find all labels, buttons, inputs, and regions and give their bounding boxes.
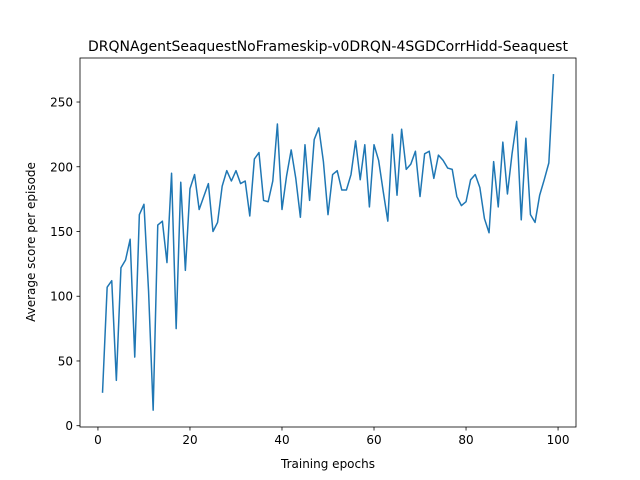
x-tick-label: 80 <box>458 433 473 447</box>
x-tick-label: 100 <box>547 433 570 447</box>
x-tick-label: 20 <box>182 433 197 447</box>
y-tick-label: 200 <box>50 160 73 174</box>
x-axis-label: Training epochs <box>280 457 375 471</box>
y-tick-label: 150 <box>50 225 73 239</box>
axes-frame <box>79 57 577 428</box>
x-tick-label: 0 <box>94 433 102 447</box>
x-tick-label: 60 <box>366 433 381 447</box>
y-tick-label: 100 <box>50 290 73 304</box>
y-axis-label: Average score per episode <box>24 162 38 322</box>
y-tick-label: 50 <box>58 354 73 368</box>
axes: 0 20 40 60 80 100 0 50 100 150 200 250 <box>50 57 577 447</box>
y-tick-label: 250 <box>50 96 73 110</box>
y-tick-label: 0 <box>65 419 73 433</box>
series-line-0 <box>101 74 555 411</box>
plot-area <box>101 74 555 411</box>
x-tick-label: 40 <box>274 433 289 447</box>
chart-title: DRQNAgentSeaquestNoFrameskip-v0DRQN-4SGD… <box>88 39 568 55</box>
